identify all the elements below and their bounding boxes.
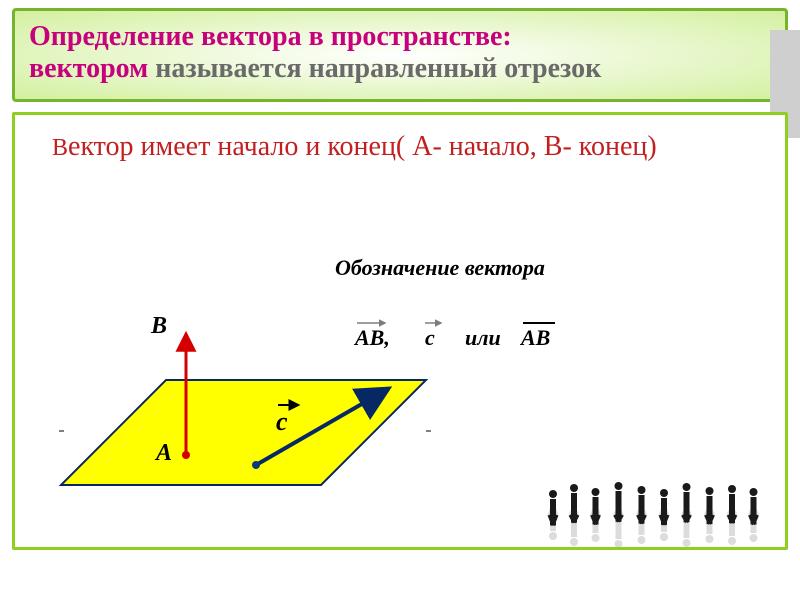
sentence-body: ектор имеет начало и конец( А- начало, В… — [68, 131, 657, 162]
content-sentence: Вектор имеет начало и конец( А- начало, … — [31, 129, 769, 165]
plane-parallelogram — [61, 380, 426, 485]
header-line2: вектором называется направленный отрезок — [29, 53, 771, 85]
notation-heading: Обозначение вектора — [335, 255, 545, 281]
content-panel: Вектор имеет начало и конец( А- начало, … — [12, 112, 788, 550]
notation-ab2-text: АВ — [519, 325, 550, 350]
people-silhouettes — [535, 457, 785, 547]
definition-header: Определение вектора в пространстве: вект… — [12, 8, 788, 102]
label-a: А — [156, 440, 172, 467]
vector-c-origin-dot — [252, 461, 260, 469]
notation-expression: АВ, с или АВ — [355, 315, 615, 363]
notation-c-text: с — [425, 325, 435, 350]
header-rest: называется направленный отрезок — [155, 53, 601, 84]
header-line1: Определение вектора в пространстве: — [29, 21, 771, 53]
notation-ab1-text: АВ, — [353, 325, 390, 350]
label-b: В — [151, 313, 167, 340]
header-word-vector: вектором — [29, 53, 155, 84]
point-a-dot — [182, 451, 190, 459]
notation-or-text: или — [465, 325, 501, 350]
sentence-first-letter: В — [52, 135, 68, 161]
notation-svg: АВ, с или АВ — [355, 315, 615, 357]
label-c-on-plane: с — [276, 407, 288, 437]
